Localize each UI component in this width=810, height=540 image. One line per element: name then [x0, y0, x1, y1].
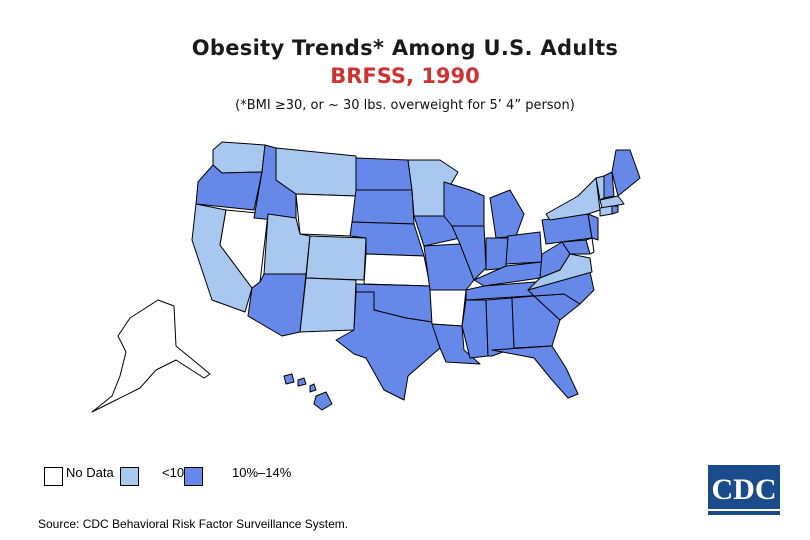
- state-arkansas: [429, 289, 467, 327]
- bmi-note: (*BMI ≥30, or ~ 30 lbs. overweight for 5…: [235, 98, 575, 113]
- state-new-york: [545, 177, 601, 221]
- state-colorado: [305, 235, 367, 281]
- state-illinois: [451, 225, 487, 281]
- state-wisconsin: [443, 181, 485, 227]
- state-delaware: [585, 237, 595, 255]
- state-kansas: [363, 253, 431, 287]
- cdc-logo-text: CDC: [712, 473, 777, 506]
- state-alaska: [91, 299, 211, 413]
- state-rhode-island: [611, 205, 619, 215]
- state-ohio: [505, 231, 543, 265]
- state-new-hampshire: [603, 171, 615, 199]
- legend-swatch-lt10: [120, 467, 139, 486]
- legend-swatch-no-data: [44, 467, 63, 486]
- page-subtitle: BRFSS, 1990: [330, 64, 480, 88]
- state-virginia: [527, 253, 593, 291]
- state-south-dakota: [351, 189, 415, 225]
- state-alabama: [485, 297, 515, 357]
- state-connecticut: [599, 205, 613, 217]
- state-maine: [611, 149, 641, 197]
- state-north-dakota: [355, 157, 413, 191]
- legend-label-10-14: 10%–14%: [232, 465, 292, 480]
- cdc-logo: CDC: [708, 465, 780, 515]
- state-missouri: [423, 243, 475, 291]
- state-hawaii: [283, 373, 333, 411]
- state-florida: [491, 345, 579, 399]
- legend-swatch-10-14: [184, 467, 203, 486]
- state-new-mexico: [299, 277, 357, 333]
- state-oregon: [195, 164, 263, 211]
- state-washington: [212, 141, 266, 174]
- state-michigan: [489, 189, 525, 239]
- state-texas: [335, 291, 441, 401]
- state-mississippi: [461, 299, 489, 359]
- source-note: Source: CDC Behavioral Risk Factor Surve…: [38, 517, 349, 531]
- state-new-jersey: [587, 213, 599, 241]
- state-massachusetts: [599, 195, 625, 209]
- state-montana: [275, 147, 357, 197]
- legend-label-no-data: No Data: [66, 465, 114, 480]
- state-wyoming: [295, 193, 357, 237]
- page-title: Obesity Trends* Among U.S. Adults: [191, 36, 619, 60]
- state-indiana: [485, 237, 509, 271]
